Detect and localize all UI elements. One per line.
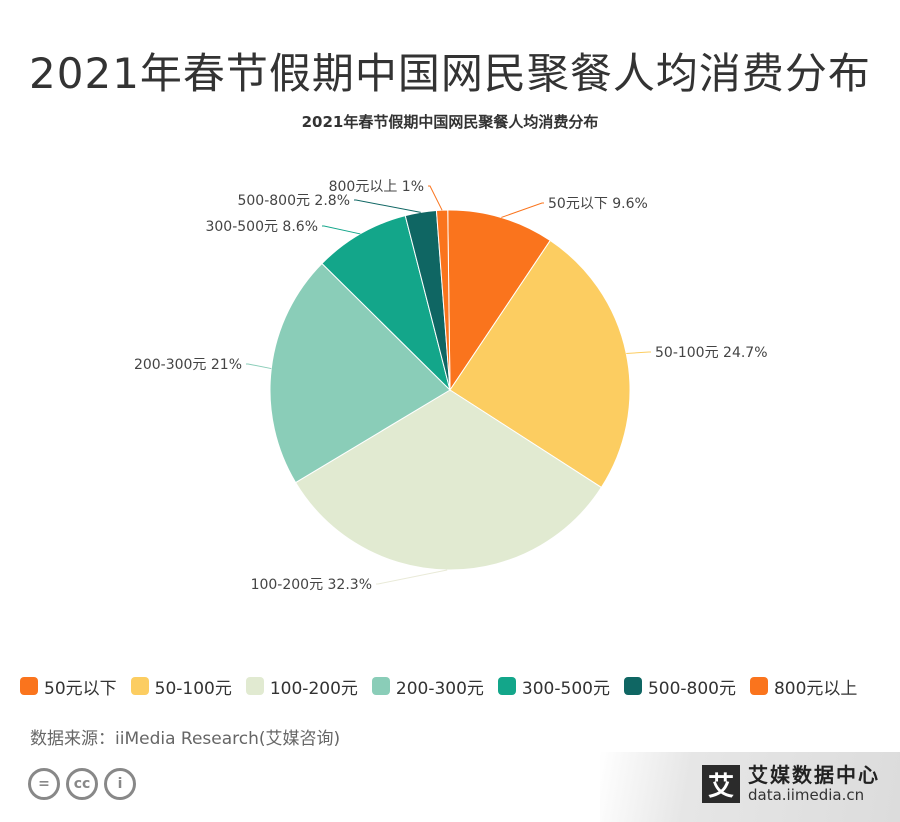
license-icons: = cc i <box>28 768 136 800</box>
legend-item[interactable]: 50元以下 <box>20 674 117 699</box>
legend-swatch <box>130 677 149 695</box>
pie-slice <box>294 389 603 571</box>
pie-slice <box>321 215 451 392</box>
cc-by-icon: i <box>104 768 136 800</box>
legend-label: 50-100元 <box>154 678 232 699</box>
leader-line <box>322 225 361 235</box>
legend-item[interactable]: 300-500元 <box>497 674 610 699</box>
legend-swatch <box>623 677 642 695</box>
brand-logo-icon: 艾 <box>702 765 740 803</box>
legend-item[interactable]: 200-300元 <box>371 674 484 699</box>
slice-label: 500-800元 2.8% <box>237 193 350 209</box>
slice-label: 200-300元 21% <box>134 357 242 373</box>
cc-icon: cc <box>66 768 98 800</box>
leader-line <box>428 185 443 211</box>
leader-line <box>626 351 651 354</box>
pie-slice <box>449 239 631 489</box>
legend-swatch <box>371 677 390 695</box>
legend-swatch <box>245 677 264 695</box>
chart-title: 2021年春节假期中国网民聚餐人均消费分布 <box>302 113 599 131</box>
legend-label: 50元以下 <box>44 678 117 699</box>
brand-name: 艾媒数据中心 <box>748 763 880 787</box>
pie-slice <box>269 262 451 484</box>
legend-swatch <box>497 677 516 695</box>
leader-line <box>246 363 272 370</box>
legend-item[interactable]: 500-800元 <box>623 674 736 699</box>
slice-label: 800元以上 1% <box>329 179 424 195</box>
legend-label: 100-200元 <box>269 678 358 699</box>
leader-line <box>376 569 448 585</box>
legend-swatch <box>749 677 768 695</box>
leader-line <box>354 199 421 213</box>
leader-line <box>501 202 544 218</box>
slice-label: 300-500元 8.6% <box>205 219 318 235</box>
legend-item[interactable]: 100-200元 <box>245 674 358 699</box>
data-source: 数据来源：iiMedia Research(艾媒咨询) <box>30 729 341 749</box>
legend-label: 800元以上 <box>773 678 858 699</box>
slice-label: 50元以下 9.6% <box>548 196 648 212</box>
brand-url: data.iimedia.cn <box>748 786 865 804</box>
legend-label: 500-800元 <box>647 678 736 699</box>
legend-item[interactable]: 800元以上 <box>749 674 858 699</box>
legend: 50元以下 50-100元 100-200元 200-300元 300-500元 500-… <box>20 674 900 699</box>
cc-nd-icon: = <box>28 768 60 800</box>
brand-band <box>600 752 900 822</box>
slice-label: 50-100元 24.7% <box>655 345 768 361</box>
legend-label: 200-300元 <box>395 678 484 699</box>
page-title: 2021年春节假期中国网民聚餐人均消费分布 <box>29 49 871 98</box>
legend-item[interactable]: 50-100元 <box>130 674 232 699</box>
legend-label: 300-500元 <box>521 678 610 699</box>
brand: 艾 艾媒数据中心 data.iimedia.cn <box>702 764 880 804</box>
slice-label: 100-200元 32.3% <box>251 577 372 593</box>
legend-swatch <box>20 677 38 695</box>
